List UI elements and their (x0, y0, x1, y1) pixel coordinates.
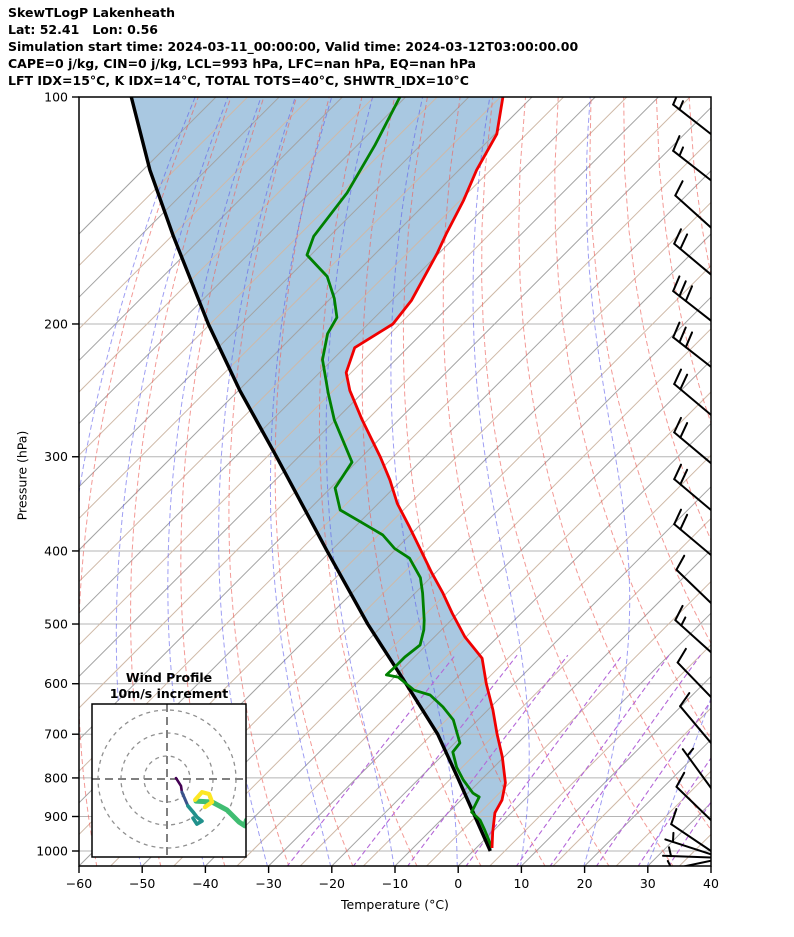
wind-barb (664, 831, 711, 856)
pressure-tick-label: 400 (44, 543, 68, 558)
pressure-tick-label: 200 (44, 316, 68, 331)
wind-barb (679, 692, 711, 744)
temperature-tick-label: 30 (640, 876, 656, 891)
parcel-curve (129, 97, 492, 852)
wind-barb (674, 604, 711, 654)
hodograph-trace (180, 790, 190, 808)
temperature-tick-labels: −60 −50 −40 −30 −20 −10 0 10 20 30 40 (66, 866, 719, 891)
wind-barb (673, 463, 711, 512)
wind-barb (676, 647, 711, 699)
wind-barb (675, 771, 711, 822)
pressure-tick-labels: 100 200 300 400 500 600 700 800 900 1000 (36, 90, 79, 859)
temperature-tick-label: −20 (319, 876, 345, 891)
hodograph-trace (174, 776, 184, 794)
temperature-tick-label: −30 (255, 876, 281, 891)
temperature-tick-label: 20 (577, 876, 593, 891)
pressure-tick-label: 300 (44, 449, 68, 464)
wind-barbs (662, 97, 711, 866)
chart-indices-line2: LFT IDX=15°C, K IDX=14°C, TOTAL TOTS=40°… (8, 73, 469, 88)
pressure-tick-label: 700 (44, 727, 68, 742)
temperature-tick-label: −60 (66, 876, 92, 891)
temperature-tick-label: −40 (192, 876, 218, 891)
wind-barb (672, 275, 711, 322)
wind-barb (673, 228, 711, 276)
pressure-tick-label: 1000 (36, 844, 68, 859)
hodograph-trace (186, 804, 204, 826)
dewpoint-curve (305, 97, 494, 849)
temperature-curve (344, 97, 507, 849)
temperature-tick-label: 0 (454, 876, 462, 891)
temperature-tick-label: 10 (513, 876, 529, 891)
chart-title: SkewTLogP Lakenheath (8, 5, 175, 20)
shaded-region (131, 97, 506, 851)
pressure-tick-label: 800 (44, 770, 68, 785)
wind-barb (672, 321, 711, 368)
chart-location: Lat: 52.41 Lon: 0.56 (8, 22, 158, 37)
hodograph-inset (91, 703, 247, 858)
hodograph-title: Wind Profile (125, 670, 213, 685)
moist-adiabats (79, 97, 711, 866)
wind-barb (674, 180, 711, 229)
wind-barb (675, 554, 711, 605)
temperature-tick-label: 40 (703, 876, 719, 891)
wind-barb (662, 846, 711, 859)
temperature-tick-label: −50 (129, 876, 155, 891)
wind-barb (672, 135, 711, 182)
hodograph-subtitle: 10m/s increment (109, 686, 229, 701)
pressure-tick-label: 500 (44, 617, 68, 632)
pressure-tick-label: 600 (44, 676, 68, 691)
wind-barb (673, 368, 711, 416)
temperature-tick-label: −10 (382, 876, 408, 891)
wind-barb (673, 416, 711, 465)
wind-barb (681, 747, 711, 790)
hodograph-border (91, 703, 247, 858)
chart-times: Simulation start time: 2024-03-11_00:00:… (8, 39, 579, 54)
pressure-tick-label: 900 (44, 809, 68, 824)
wind-barb (670, 808, 711, 852)
plot-area (79, 97, 711, 866)
pressure-axis-label: Pressure (hPa) (14, 430, 30, 521)
temperature-axis-label: Temperature (°C) (341, 897, 449, 912)
chart-indices-line1: CAPE=0 j/kg, CIN=0 j/kg, LCL=993 hPa, LF… (8, 56, 476, 71)
hodograph-trace (193, 790, 215, 810)
pressure-tick-label: 100 (44, 90, 68, 105)
wind-barb (673, 508, 711, 557)
